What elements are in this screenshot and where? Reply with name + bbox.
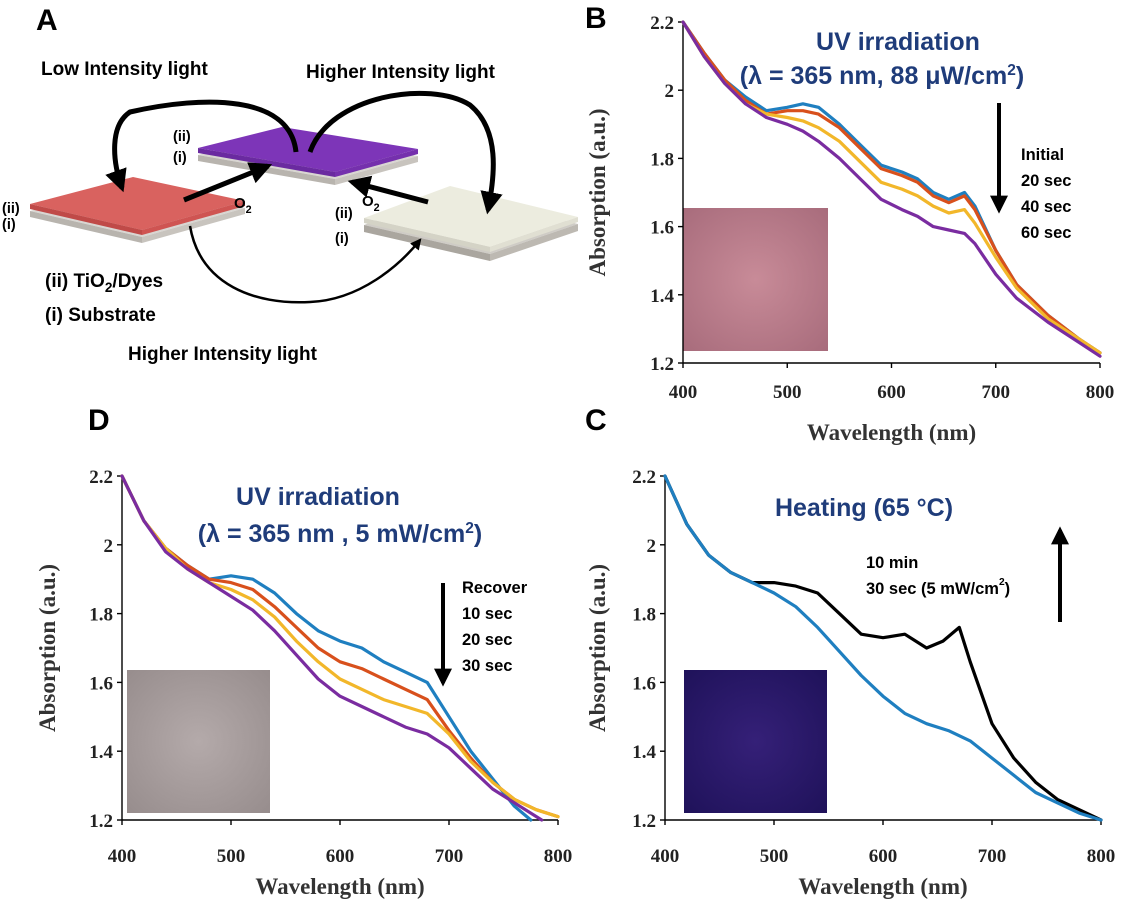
legend-entry: 40 sec [1021, 198, 1071, 216]
y-tick-label: 1.4 [89, 742, 113, 763]
o2-text-right: O2 [362, 193, 380, 214]
x-tick-label: 500 [760, 846, 789, 867]
y-tick-label: 2.2 [650, 13, 674, 34]
white-layer-i-label: (i) [335, 231, 349, 247]
y-tick-label: 1.4 [632, 742, 656, 763]
legend-entry: 30 sec (5 mW/cm2) [866, 577, 1010, 598]
x-axis-label: Wavelength (nm) [798, 874, 967, 899]
purple-layer [198, 127, 418, 185]
y-tick-label: 1.8 [89, 605, 113, 626]
diagram-panel: A Low Intensity light Higher Intensity l… [2, 4, 578, 365]
x-tick-label: 600 [877, 382, 906, 403]
sample-photo-inset [127, 670, 270, 813]
x-tick-label: 400 [108, 846, 137, 867]
higher-intensity-label-top: Higher Intensity light [306, 62, 496, 83]
y-tick-label: 1.6 [89, 673, 113, 694]
y-tick-label: 1.8 [632, 605, 656, 626]
legend-entry: 30 sec [462, 657, 512, 675]
series-line-30-sec-5-mw-cm2 [663, 474, 1103, 822]
x-tick-label: 400 [651, 846, 680, 867]
chart-panel-d: D 1.2 1.4 1.6 1.8 2 2.2 400 500 600 700 800 Waveleng… [35, 404, 572, 899]
y-tick-label: 1.8 [650, 149, 674, 170]
legend-entry: 10 sec [462, 605, 512, 623]
legend-entry: 60 sec [1021, 224, 1071, 242]
chart-title: UV irradiation [816, 28, 980, 56]
o2-label-left: O2 [234, 195, 252, 216]
y-axis-label: Absorption (a.u.) [585, 564, 610, 732]
legend-entry: 20 sec [1021, 172, 1071, 190]
y-tick-label: 1.2 [650, 354, 674, 375]
chart-panel-b: B 1.2 1.4 1.6 1.8 2 2.2 400 500 600 700 800 Waveleng… [585, 2, 1114, 445]
low-intensity-label: Low Intensity light [41, 59, 208, 80]
chart-panel-c: C 1.2 1.4 1.6 1.8 2 2.2 400 500 600 700 800 Waveleng… [585, 404, 1115, 899]
red-layer-i-label: (i) [2, 217, 16, 233]
higher-intensity-arrow-bottom [188, 225, 422, 304]
sample-photo-inset [683, 208, 828, 351]
legend-entry: 20 sec [462, 631, 512, 649]
y-tick-label: 1.2 [632, 811, 656, 832]
o2-text-left: O2 [234, 195, 252, 216]
legend-ii-text: (ii) TiO2/Dyes [45, 271, 163, 295]
x-tick-label: 500 [773, 382, 802, 403]
chart-title: UV irradiation [236, 483, 400, 511]
legend-i-text: (i) Substrate [45, 305, 156, 326]
y-tick-label: 2.2 [89, 467, 113, 488]
y-tick-label: 2 [647, 536, 657, 557]
legend-entry: 10 min [866, 554, 918, 572]
chart-title: Heating (65 °C) [775, 494, 953, 522]
x-axis-label: Wavelength (nm) [807, 420, 976, 445]
higher-intensity-label-bottom: Higher Intensity light [128, 344, 318, 365]
y-tick-label: 2.2 [632, 467, 656, 488]
x-tick-label: 800 [1087, 846, 1116, 867]
chart-subtitle: (λ = 365 nm, 88 μW/cm2) [740, 62, 1024, 90]
legend-entry: Recover [462, 579, 528, 597]
x-tick-label: 800 [1086, 382, 1115, 403]
x-tick-label: 500 [217, 846, 246, 867]
y-tick-label: 1.2 [89, 811, 113, 832]
x-axis-label: Wavelength (nm) [255, 874, 424, 899]
higher-intensity-arrow-top [307, 90, 503, 215]
x-tick-label: 700 [435, 846, 464, 867]
panel-letter-c: C [585, 404, 607, 437]
panel-letter-d: D [88, 404, 110, 437]
sample-photo-inset [684, 670, 827, 813]
panel-letter-a: A [36, 4, 58, 37]
low-intensity-arrow [105, 99, 299, 193]
x-tick-label: 600 [869, 846, 898, 867]
o2-arrow-right [347, 175, 429, 205]
y-tick-label: 2 [665, 81, 675, 102]
red-layer-ii-label: (ii) [2, 201, 20, 217]
o2-arrow-left [183, 162, 273, 203]
purple-layer-i-label: (i) [173, 150, 187, 166]
chart-subtitle: (λ = 365 nm , 5 mW/cm2) [198, 520, 482, 548]
panel-letter-b: B [585, 2, 607, 35]
series-line-30-sec [120, 474, 544, 822]
o2-label-right: O2 [362, 193, 380, 214]
y-tick-label: 1.6 [650, 218, 674, 239]
y-axis-label: Absorption (a.u.) [585, 108, 610, 276]
legend-entry: Initial [1021, 146, 1064, 164]
white-layer [364, 186, 578, 261]
x-tick-label: 700 [982, 382, 1011, 403]
y-axis-label: Absorption (a.u.) [35, 564, 60, 732]
y-tick-label: 2 [104, 536, 114, 557]
x-tick-label: 800 [544, 846, 573, 867]
series-line-60-sec [681, 20, 1102, 358]
y-tick-label: 1.6 [632, 673, 656, 694]
x-tick-label: 700 [978, 846, 1007, 867]
y-tick-label: 1.4 [650, 286, 674, 307]
x-tick-label: 400 [669, 382, 698, 403]
white-layer-ii-label: (ii) [335, 206, 353, 222]
x-tick-label: 600 [326, 846, 355, 867]
purple-layer-ii-label: (ii) [173, 129, 191, 145]
